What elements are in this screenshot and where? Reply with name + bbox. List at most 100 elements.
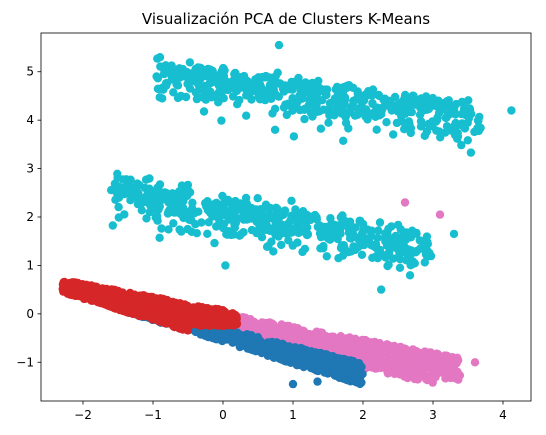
data-point	[343, 109, 351, 117]
data-point	[453, 354, 461, 362]
data-point	[340, 241, 348, 249]
data-point	[386, 368, 394, 376]
data-point	[277, 241, 285, 249]
data-point	[350, 345, 358, 353]
data-point	[367, 338, 375, 346]
data-point	[281, 84, 289, 92]
data-point	[268, 338, 276, 346]
data-point	[156, 180, 164, 188]
data-point	[240, 337, 248, 345]
data-point	[353, 377, 361, 385]
data-point	[321, 367, 329, 375]
data-point	[421, 132, 429, 140]
data-point	[177, 194, 185, 202]
data-point	[201, 319, 209, 327]
data-point	[402, 228, 410, 236]
data-point	[359, 225, 367, 233]
data-point	[323, 252, 331, 260]
data-point	[231, 69, 239, 77]
data-point	[271, 231, 279, 239]
data-point	[312, 101, 320, 109]
data-point	[441, 371, 449, 379]
data-point	[334, 254, 342, 262]
data-point	[289, 380, 297, 388]
data-point	[382, 118, 390, 126]
data-point	[254, 73, 262, 81]
y-tick-label: 5	[26, 65, 34, 79]
data-point	[200, 107, 208, 115]
data-point	[339, 137, 347, 145]
data-point	[287, 212, 295, 220]
x-tick-label: 0	[219, 408, 227, 422]
data-point	[145, 296, 153, 304]
data-point	[226, 206, 234, 214]
data-point	[172, 318, 180, 326]
data-point	[454, 132, 462, 140]
data-point	[155, 234, 163, 242]
x-tick-label: −2	[74, 408, 92, 422]
data-point	[332, 232, 340, 240]
data-point	[377, 285, 385, 293]
data-point	[443, 356, 451, 364]
data-point	[278, 325, 286, 333]
data-point	[385, 342, 393, 350]
data-point	[243, 319, 251, 327]
data-point	[301, 105, 309, 113]
data-point	[192, 71, 200, 79]
data-point	[170, 72, 178, 80]
data-point	[432, 360, 440, 368]
data-point	[239, 202, 247, 210]
data-point	[235, 232, 243, 240]
data-point	[361, 349, 369, 357]
data-point	[215, 88, 223, 96]
y-axis: −1012345	[16, 65, 41, 370]
data-point	[186, 213, 194, 221]
data-point	[419, 95, 427, 103]
data-point	[354, 90, 362, 98]
data-point	[262, 226, 270, 234]
data-point	[297, 211, 305, 219]
data-point	[409, 345, 417, 353]
data-point	[107, 186, 115, 194]
data-point	[450, 106, 458, 114]
data-point	[337, 371, 345, 379]
data-point	[341, 101, 349, 109]
data-point	[186, 58, 194, 66]
x-tick-label: 2	[359, 408, 367, 422]
data-point	[346, 234, 354, 242]
y-tick-label: 0	[26, 307, 34, 321]
data-point	[425, 376, 433, 384]
data-point	[401, 198, 409, 206]
data-point	[256, 95, 264, 103]
data-point	[400, 353, 408, 361]
data-point	[242, 194, 250, 202]
data-point	[300, 115, 308, 123]
data-point	[427, 252, 435, 260]
data-point	[152, 308, 160, 316]
data-point	[435, 127, 443, 135]
data-point	[80, 287, 88, 295]
data-point	[263, 243, 271, 251]
data-point	[196, 64, 204, 72]
data-point	[329, 358, 337, 366]
data-point	[396, 343, 404, 351]
data-point	[134, 308, 142, 316]
data-point	[206, 201, 214, 209]
data-point	[460, 103, 468, 111]
data-point	[255, 212, 263, 220]
data-point	[167, 61, 175, 69]
data-point	[352, 368, 360, 376]
data-point	[349, 97, 357, 105]
data-point	[169, 88, 177, 96]
data-point	[322, 342, 330, 350]
scatter-points	[59, 41, 516, 388]
data-point	[169, 207, 177, 215]
data-point	[467, 110, 475, 118]
data-point	[211, 209, 219, 217]
data-point	[367, 232, 375, 240]
data-point	[307, 335, 315, 343]
data-point	[158, 94, 166, 102]
data-point	[392, 244, 400, 252]
data-point	[163, 313, 171, 321]
